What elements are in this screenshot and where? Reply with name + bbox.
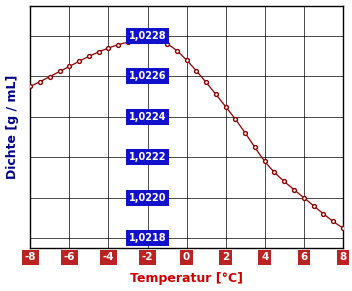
Text: 1,0226: 1,0226 [129,71,166,81]
Text: -6: -6 [64,252,75,262]
Text: 8: 8 [339,252,346,262]
Text: 1,0228: 1,0228 [129,31,166,41]
X-axis label: Temperatur [°C]: Temperatur [°C] [130,272,243,285]
Text: 1,0224: 1,0224 [129,112,166,122]
Text: -4: -4 [103,252,114,262]
Text: 6: 6 [300,252,307,262]
Text: 1,0218: 1,0218 [129,233,166,243]
Text: 1,0222: 1,0222 [129,152,166,162]
Text: 1,0220: 1,0220 [129,193,166,203]
Text: -2: -2 [142,252,153,262]
Y-axis label: Dichte [g / mL]: Dichte [g / mL] [6,75,19,179]
Text: -8: -8 [25,252,36,262]
Text: 0: 0 [183,252,190,262]
Text: 2: 2 [222,252,229,262]
Text: 4: 4 [261,252,268,262]
